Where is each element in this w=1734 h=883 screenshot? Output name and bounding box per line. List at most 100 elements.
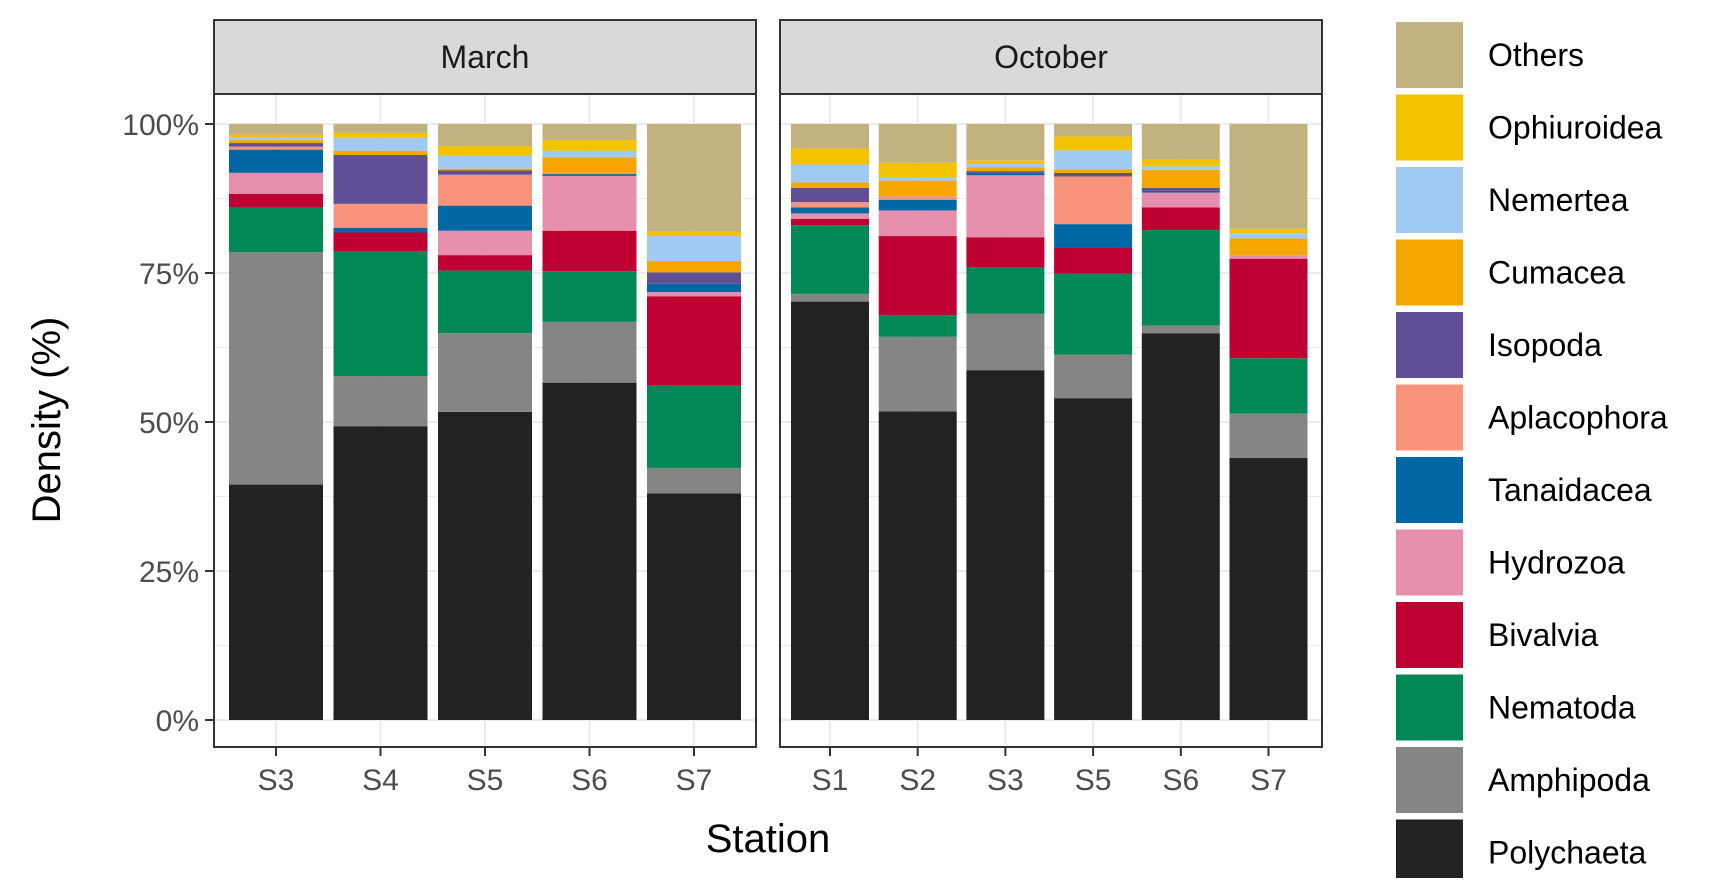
bar-amphipoda-s3 [229,252,323,485]
legend-key-ophiuroidea [1396,94,1463,161]
bar-amphipoda-s1 [791,293,869,302]
bar-isopoda-s6 [1141,187,1220,191]
x-tick-label: S6 [1162,764,1199,797]
bar-nemertea-s2 [878,177,957,181]
bar-tanaidacea-s2 [878,199,957,211]
bar-isopoda-s5 [1054,172,1133,177]
bar-aplacophora-s2 [878,196,957,200]
bar-hydrozoa-s7 [1229,255,1308,259]
legend-label-isopoda: Isopoda [1488,327,1602,363]
bar-tanaidacea-s1 [791,207,869,214]
bar-nemertea-s1 [791,164,869,183]
bar-tanaidacea-s3 [229,149,323,173]
bar-bivalvia-s4 [333,232,428,251]
legend-key-others [1396,22,1463,88]
bar-polychaeta-s6 [542,382,637,720]
bar-nematoda-s6 [1141,230,1220,326]
bar-aplacophora-s6 [542,172,637,175]
legend-label-nemertea: Nemertea [1488,182,1629,218]
bar-isopoda-s3 [229,143,323,147]
bar-polychaeta-s3 [229,484,323,720]
legend-key-bivalvia [1396,602,1463,668]
bar-cumacea-s2 [878,180,957,197]
x-tick-label: S5 [1075,764,1112,797]
bar-bivalvia-s5 [1054,247,1133,274]
bar-ophiuroidea-s3 [966,160,1045,164]
bar-nemertea-s6 [1141,166,1220,170]
bar-cumacea-s5 [1054,169,1133,173]
bar-hydrozoa-s6 [542,175,637,231]
x-tick-label: S7 [1250,764,1287,797]
bar-others-s7 [647,124,741,232]
bar-tanaidacea-s6 [542,174,637,176]
x-tick-label: S4 [362,764,399,797]
bar-nemertea-s5 [1054,150,1133,170]
legend-label-amphipoda: Amphipoda [1488,762,1650,798]
y-tick-label: 0% [156,705,199,738]
legend-key-tanaidacea [1396,457,1463,523]
facet-title: October [994,39,1108,75]
bar-nemertea-s7 [1229,233,1308,239]
bar-polychaeta-s4 [333,426,428,720]
bar-cumacea-s6 [1141,169,1220,188]
bar-isopoda-s3 [966,171,1045,173]
bar-nematoda-s2 [878,315,957,337]
legend-label-polychaeta: Polychaeta [1488,835,1647,871]
bar-amphipoda-s2 [878,336,957,412]
bar-nematoda-s3 [966,267,1045,314]
x-tick-label: S1 [812,764,849,797]
bar-nematoda-s3 [229,207,323,253]
bar-nematoda-s5 [1054,273,1133,355]
bar-cumacea-s6 [542,157,637,173]
bar-polychaeta-s2 [878,411,957,720]
bar-isopoda-s4 [333,154,428,204]
bar-aplacophora-s5 [1054,176,1133,225]
bar-others-s5 [1054,124,1133,137]
bar-others-s4 [333,124,428,133]
bar-amphipoda-s3 [966,313,1045,371]
bar-nematoda-s6 [542,271,637,322]
y-tick-label: 25% [139,556,199,589]
bar-ophiuroidea-s4 [333,132,428,138]
bar-nemertea-s6 [542,150,637,158]
bar-hydrozoa-s1 [791,213,869,219]
bar-amphipoda-s5 [1054,354,1133,399]
bar-ophiuroidea-s2 [878,162,957,178]
bar-tanaidacea-s4 [333,227,428,233]
bar-nemertea-s7 [647,236,741,262]
bar-bivalvia-s7 [647,296,741,386]
bar-nemertea-s3 [966,163,1045,168]
bar-hydrozoa-s3 [229,172,323,194]
bar-ophiuroidea-s6 [542,140,637,151]
bar-tanaidacea-s5 [438,205,532,231]
legend-key-amphipoda [1396,747,1463,813]
y-tick-label: 100% [122,109,199,142]
facet-strip-march [213,19,757,95]
bar-aplacophora-s1 [791,202,869,208]
bar-cumacea-s1 [791,182,869,188]
bar-nemertea-s3 [229,137,323,141]
bar-aplacophora-s4 [333,203,428,228]
bar-others-s1 [791,124,869,149]
x-tick-label: S5 [467,764,504,797]
bar-ophiuroidea-s5 [1054,136,1133,151]
legend-key-polychaeta [1396,819,1463,883]
bar-others-s6 [1141,124,1220,160]
bar-polychaeta-s5 [438,411,532,720]
bar-cumacea-s7 [1229,238,1308,256]
bar-ophiuroidea-s5 [438,146,532,156]
bar-cumacea-s4 [333,150,428,155]
bar-cumacea-s3 [229,140,323,144]
bar-aplacophora-s5 [438,174,532,206]
facet-strip-october [779,19,1323,95]
x-axis-title: Station [706,817,831,861]
bar-ophiuroidea-s7 [1229,228,1308,234]
legend-label-others: Others [1488,37,1584,73]
legend-label-ophiuroidea: Ophiuroidea [1488,110,1663,146]
bar-bivalvia-s3 [966,237,1045,268]
bar-hydrozoa-s6 [1141,192,1220,208]
legend-key-aplacophora [1396,384,1463,451]
y-tick-label: 75% [139,258,199,291]
